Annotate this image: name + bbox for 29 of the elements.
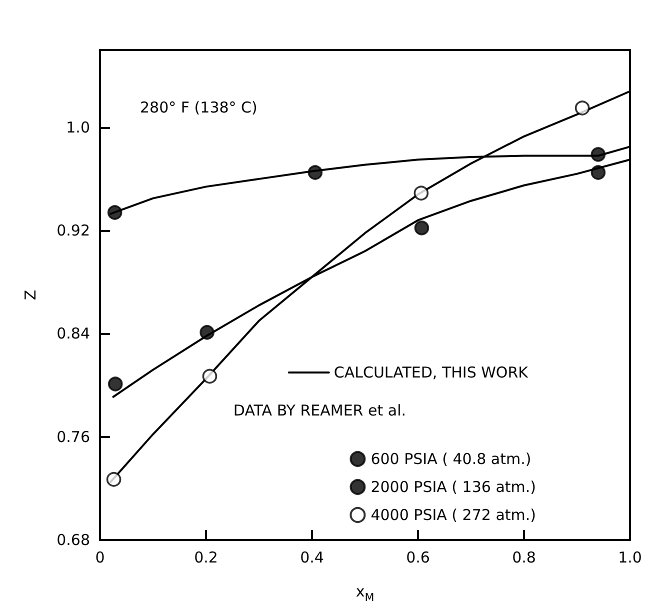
legend-label: 600 PSIA ( 40.8 atm.) <box>370 450 532 468</box>
point <box>106 472 122 487</box>
point <box>108 376 123 392</box>
point <box>414 186 429 201</box>
y-tick-label: 1.0 <box>66 118 90 136</box>
point <box>202 368 218 384</box>
point <box>574 100 590 116</box>
y-tick-label: 0.68 <box>56 531 90 549</box>
x-tick-label: 0.6 <box>406 548 430 566</box>
y-tick-label: 0.84 <box>56 324 90 343</box>
y-axis-title: Z <box>22 290 40 300</box>
x-tick-label: 0.8 <box>512 548 536 566</box>
point <box>308 165 323 180</box>
point <box>590 165 606 180</box>
x-tick-label: 0 <box>95 548 105 566</box>
x-tick-label: 0.2 <box>194 548 218 566</box>
point <box>414 220 430 236</box>
point <box>200 325 214 340</box>
annotation: 280° F (138° C) <box>140 98 258 116</box>
point <box>590 147 606 162</box>
y-tick-label: 0.92 <box>56 222 90 240</box>
y-tick-label: 0.76 <box>56 428 90 446</box>
x-tick-label: 0.4 <box>300 548 324 566</box>
legend-title: DATA BY REAMER et al. <box>233 402 406 420</box>
point <box>107 205 122 220</box>
legend-label: CALCULATED, THIS WORK <box>334 364 530 382</box>
legend-label: 4000 PSIA ( 272 atm.) <box>370 506 536 524</box>
x-tick-label: 1.0 <box>618 548 642 566</box>
legend-label: 2000 PSIA ( 136 atm.) <box>370 478 536 496</box>
